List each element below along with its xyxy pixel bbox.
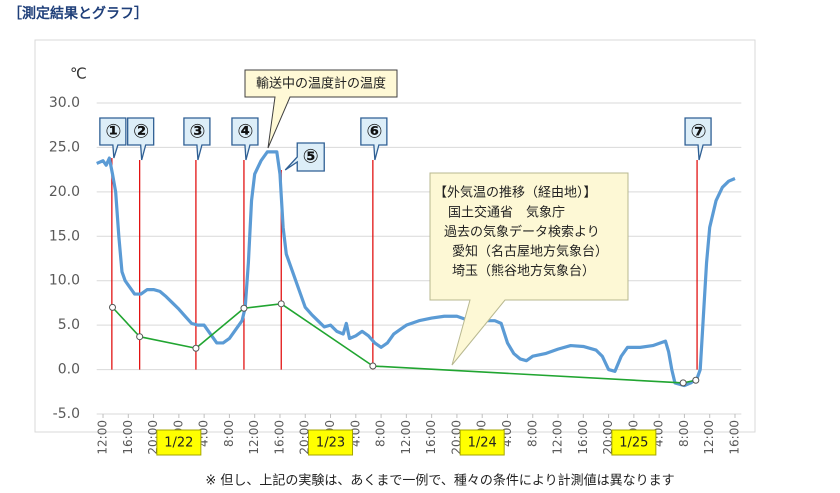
x-tick-label: 16:00 <box>727 420 741 455</box>
date-box <box>156 429 202 456</box>
outside-temp-point <box>108 303 116 311</box>
event-label: ① <box>105 121 121 143</box>
x-tick-label: 16:00 <box>424 420 438 455</box>
callout-box <box>183 117 211 161</box>
y-tick-label: 20.0 <box>49 184 80 200</box>
y-tick-label: 10.0 <box>49 273 80 289</box>
x-tick-label: 16:00 <box>272 420 286 455</box>
outside-temp-point <box>692 376 700 384</box>
outside-temp-point <box>277 300 285 308</box>
outside-temp-point <box>679 379 687 387</box>
x-tick-label: 12:00 <box>399 420 413 455</box>
callout-box <box>231 117 259 161</box>
callout-box <box>360 117 388 161</box>
callout-box <box>127 117 155 161</box>
x-tick-label: 12:00 <box>702 420 716 455</box>
x-tick-label: 16:00 <box>121 420 135 455</box>
event-label: ② <box>133 121 149 143</box>
callout-box <box>684 117 712 161</box>
outside-temp-line <box>111 303 696 384</box>
y-tick-label: 0.0 <box>58 362 80 378</box>
date-label: 1/24 <box>468 436 497 451</box>
x-tick-label: 8:00 <box>222 420 236 447</box>
outside-temp-point <box>240 304 248 312</box>
y-tick-label: 25.0 <box>49 139 80 155</box>
event-label: ⑤ <box>303 146 319 168</box>
y-tick-label: -5.0 <box>53 406 80 422</box>
callout-box <box>99 117 127 159</box>
event-label: ⑦ <box>691 121 707 143</box>
callout-text: 国土交通省 気象庁 <box>448 205 565 221</box>
x-tick-label: 8:00 <box>677 420 691 447</box>
x-tick-label: 8:00 <box>525 420 539 447</box>
date-box <box>308 429 354 456</box>
event-label: ④ <box>237 121 253 143</box>
callout-box <box>429 172 629 366</box>
date-box <box>611 429 657 456</box>
y-tick-label: 15.0 <box>49 228 80 244</box>
date-label: 1/23 <box>316 436 345 451</box>
y-unit: ℃ <box>70 65 87 83</box>
outside-temp-point <box>136 333 144 341</box>
event-label: ⑥ <box>366 121 382 143</box>
event-label: ③ <box>189 121 205 143</box>
callout-text: 過去の気象データ検索より <box>444 224 600 240</box>
x-tick-label: 16:00 <box>576 420 590 455</box>
x-tick-label: 12:00 <box>551 420 565 455</box>
heading: ［測定結果とグラフ］ <box>8 5 148 22</box>
x-tick-label: 12:00 <box>96 420 110 455</box>
date-box <box>459 429 505 456</box>
callout-box <box>244 69 398 149</box>
date-label: 1/22 <box>164 436 193 451</box>
callout-title: 【外気温の推移（経由地）】 <box>434 185 597 201</box>
transport-temp-line <box>96 150 736 388</box>
outside-temp-point <box>369 362 377 370</box>
x-tick-label: 12:00 <box>247 420 261 455</box>
note: ※ 但し、上記の実験は、あくまで一例で、種々の条件により計測値は異なります <box>205 473 674 489</box>
date-label: 1/25 <box>619 436 648 451</box>
outside-temp-point <box>192 344 200 352</box>
x-tick-label: 8:00 <box>374 420 388 447</box>
callout-text: 輸送中の温度計の温度 <box>256 76 386 92</box>
callout-text: 埼玉（熊谷地方気象台） <box>452 263 595 279</box>
y-tick-label: 5.0 <box>58 317 80 333</box>
chart-frame <box>34 39 756 433</box>
callout-text: 愛知（名古屋地方気象台） <box>452 244 608 260</box>
callout-box <box>284 142 325 172</box>
y-tick-label: 30.0 <box>49 95 80 111</box>
